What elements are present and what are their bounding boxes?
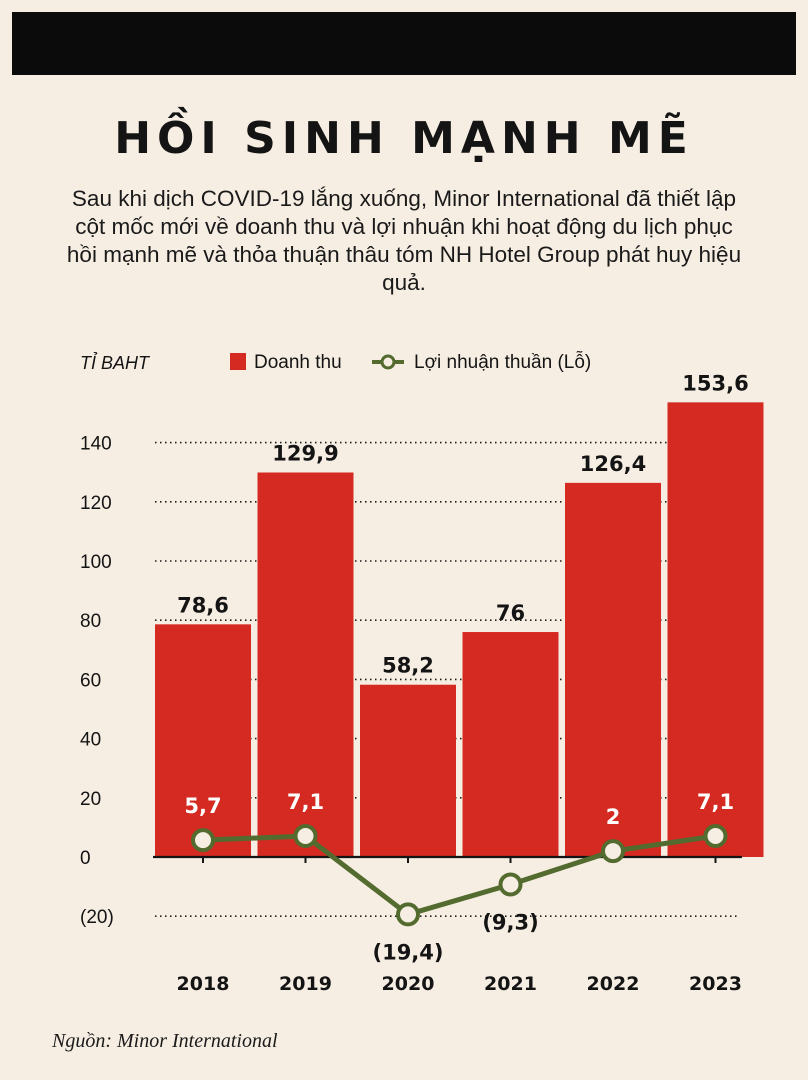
legend-bar-label: Doanh thu — [254, 352, 342, 373]
bar-value-label: 126,4 — [580, 452, 646, 476]
bar-value-label: 153,6 — [682, 371, 748, 395]
profit-value-label: 5,7 — [184, 794, 221, 818]
profit-point — [601, 839, 625, 864]
bar — [360, 684, 456, 857]
y-tick-label: 140 — [80, 434, 112, 455]
y-tick-label: 60 — [80, 670, 101, 691]
x-tick-label: 2022 — [587, 973, 640, 995]
y-tick-label: 80 — [80, 611, 101, 632]
bar — [257, 472, 354, 857]
profit-point — [498, 872, 523, 897]
y-tick-label: 0 — [80, 848, 91, 869]
profit-point — [191, 828, 215, 853]
profit-value-label: (9,3) — [482, 911, 538, 935]
profit-point — [703, 823, 728, 848]
unit-label: TỈ BAHT — [80, 352, 151, 373]
legend-line-label: Lợi nhuận thuần (Lỗ) — [414, 351, 591, 373]
x-tick-label: 2021 — [484, 973, 537, 995]
bar-value-label: 78,6 — [177, 593, 229, 617]
y-tick-label: 120 — [80, 493, 112, 514]
top-banner — [12, 12, 796, 75]
source-note: Nguồn: Minor International — [52, 1030, 278, 1052]
profit-line — [202, 833, 716, 917]
profit-value-label: (19,4) — [372, 940, 443, 964]
profit-value-label: 2 — [606, 805, 621, 829]
profit-point — [293, 823, 318, 848]
y-tick-label: 20 — [80, 789, 101, 810]
y-tick-label: 40 — [80, 730, 101, 751]
profit-value-label: 7,1 — [287, 790, 324, 814]
bar-value-label: 76 — [496, 601, 525, 625]
chart: TỈ BAHT Doanh thu Lợi nhuận thuần (Lỗ) 1… — [80, 351, 764, 995]
legend-line-marker — [380, 354, 396, 370]
chart-title: HỒI SINH MẠNH MẼ — [114, 113, 694, 164]
x-tick-label: 2020 — [382, 973, 435, 995]
bar — [565, 482, 661, 857]
y-tick-label: (20) — [80, 907, 114, 928]
legend-bar-swatch — [230, 353, 246, 370]
bar-value-label: 58,2 — [382, 654, 434, 678]
bar — [667, 402, 764, 857]
bar-value-label: 129,9 — [272, 441, 338, 465]
bar — [462, 632, 559, 857]
chart-subtitle: Sau khi dịch COVID-19 lắng xuống, Minor … — [66, 186, 742, 295]
x-tick-label: 2018 — [177, 973, 230, 995]
bar — [155, 624, 251, 857]
y-tick-label: 100 — [80, 552, 112, 573]
profit-value-label: 7,1 — [697, 790, 734, 814]
x-tick-label: 2019 — [279, 973, 332, 995]
x-tick-label: 2023 — [689, 973, 742, 995]
profit-point — [396, 902, 420, 927]
